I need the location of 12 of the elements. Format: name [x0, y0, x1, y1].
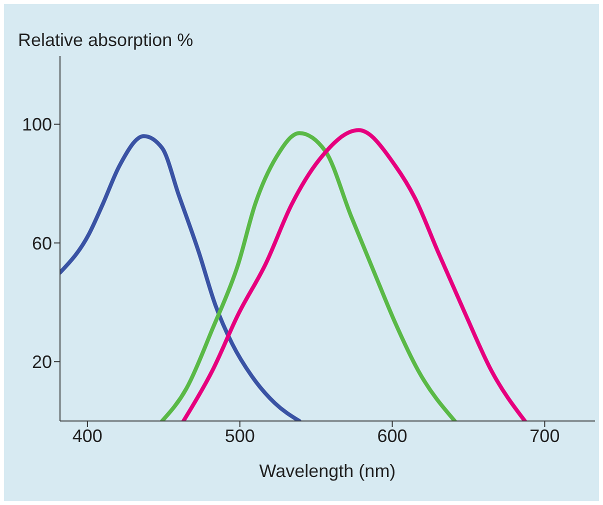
x-axis-title: Wavelength (nm) — [259, 461, 396, 481]
line-series — [160, 131, 457, 421]
x-tick-label: 700 — [530, 426, 560, 446]
x-tick-label: 600 — [377, 426, 408, 446]
y-tick-label: 20 — [32, 352, 52, 372]
x-tick-label: 400 — [72, 426, 102, 446]
y-tick-label: 60 — [32, 233, 52, 254]
y-tick-label: 100 — [22, 114, 52, 135]
x-tick-label: 500 — [224, 426, 255, 446]
y-axis-title: Relative absorption % — [18, 30, 194, 51]
line-series — [60, 134, 302, 421]
line-series — [181, 128, 527, 421]
